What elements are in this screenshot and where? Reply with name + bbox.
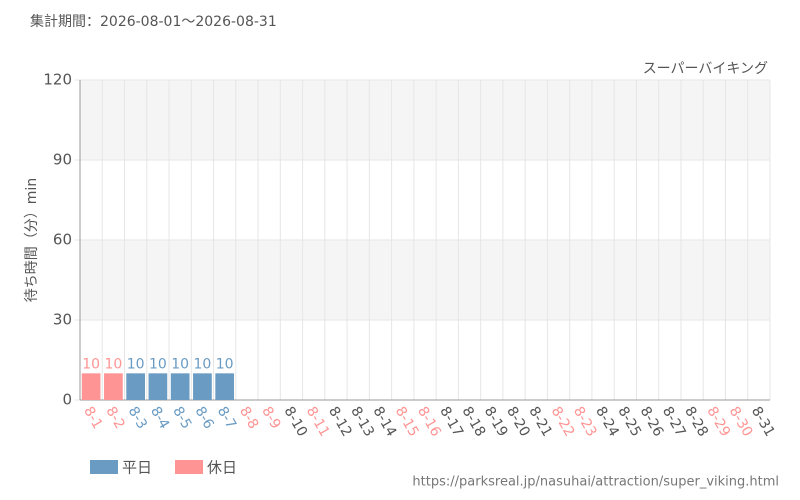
value-label: 10 xyxy=(194,356,212,372)
y-tick-label: 30 xyxy=(53,311,72,329)
y-tick-label: 60 xyxy=(53,231,72,249)
value-label: 10 xyxy=(104,356,122,372)
bar xyxy=(126,373,145,400)
bar xyxy=(193,373,212,400)
y-axis-label: 待ち時間（分）min xyxy=(24,178,40,302)
bar xyxy=(215,373,235,400)
value-label: 10 xyxy=(171,356,189,372)
value-label: 10 xyxy=(82,356,100,372)
subtitle: スーパーバイキング xyxy=(643,61,768,77)
x-tick-label: 8-31 xyxy=(748,404,778,440)
x-tick-label: 8-3 xyxy=(125,404,150,432)
value-label: 10 xyxy=(127,356,145,372)
legend-swatch xyxy=(90,460,118,474)
plot-band xyxy=(80,80,770,160)
x-tick-label: 8-8 xyxy=(236,404,261,432)
plot-band xyxy=(80,240,770,320)
y-tick-label: 120 xyxy=(43,71,72,89)
bar xyxy=(148,373,168,400)
legend-swatch xyxy=(175,460,203,474)
x-tick-label: 8-1 xyxy=(80,404,105,432)
x-tick-label: 8-9 xyxy=(258,404,283,432)
period: 集計期間：2026-08-01～2026-08-31 xyxy=(30,13,277,30)
x-tick-label: 8-4 xyxy=(147,404,172,432)
bar xyxy=(170,373,190,400)
value-label: 10 xyxy=(216,356,234,372)
value-label: 10 xyxy=(149,356,167,372)
x-tick-label: 8-6 xyxy=(191,404,216,432)
x-tick-label: 8-5 xyxy=(169,404,194,432)
legend-label: 平日 xyxy=(122,459,152,477)
x-tick-label: 8-7 xyxy=(214,404,239,432)
bar xyxy=(104,373,123,400)
y-tick-label: 90 xyxy=(53,151,72,169)
legend-label: 休日 xyxy=(207,459,237,477)
y-tick-label: 0 xyxy=(62,391,72,409)
x-tick-label: 8-2 xyxy=(102,404,127,432)
bar xyxy=(81,373,101,400)
url: https://parksreal.jp/nasuhai/attraction/… xyxy=(412,475,779,490)
